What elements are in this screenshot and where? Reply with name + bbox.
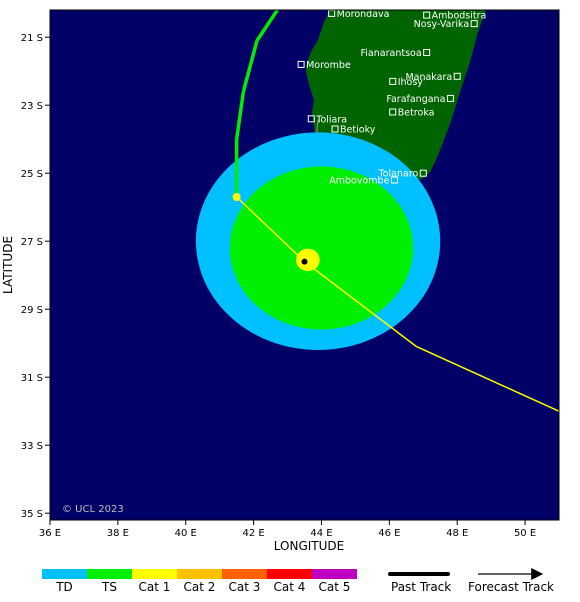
town-marker — [446, 94, 454, 102]
legend-label: Cat 1 — [139, 580, 171, 594]
town-label: Ambovombe — [329, 176, 389, 187]
legend-label: Cat 3 — [229, 580, 261, 594]
legend-label: Cat 4 — [274, 580, 306, 594]
legend-label: Cat 5 — [319, 580, 351, 594]
wind-field-cat-1 — [296, 248, 320, 272]
y-tick-label: 31 S — [21, 373, 43, 384]
wind-field-group — [195, 132, 441, 350]
y-tick-label: 35 S — [21, 509, 43, 520]
legend-swatch-cat-3 — [222, 569, 267, 579]
town-marker — [307, 115, 315, 123]
track-legend: Past Track Forecast Track — [388, 568, 554, 594]
y-axis-title: LATITUDE — [1, 236, 15, 294]
town-label: Tolanaro — [377, 169, 418, 180]
town-label: Betroka — [398, 108, 435, 119]
longitude-ticks: 36 E 38 E 40 E 42 E 44 E 46 E 48 E 50 E — [39, 520, 536, 539]
x-tick-label: 46 E — [378, 528, 400, 539]
forecast-track-legend-label: Forecast Track — [468, 580, 554, 594]
forecast-track-segment — [236, 196, 306, 263]
track-group — [232, 10, 559, 412]
y-tick-label: 23 S — [21, 101, 43, 112]
legend-label: TS — [101, 580, 117, 594]
legend-swatch-cat-1 — [132, 569, 177, 579]
track-point — [232, 193, 241, 201]
x-tick-label: 50 E — [514, 528, 536, 539]
y-tick-label: 33 S — [21, 441, 43, 452]
y-tick-label: 21 S — [21, 33, 43, 44]
legend-label: TD — [55, 580, 73, 594]
town-marker — [331, 125, 339, 133]
x-axis-title: LONGITUDE — [274, 539, 344, 553]
past-track-segment — [241, 40, 259, 93]
forecast-track-segment — [304, 261, 417, 348]
town-label: Morondava — [337, 9, 390, 20]
storm-position-group — [301, 258, 308, 265]
legend-swatch-cat-2 — [177, 569, 222, 579]
x-tick-label: 40 E — [175, 528, 197, 539]
x-tick-label: 48 E — [446, 528, 468, 539]
x-tick-label: 42 E — [242, 528, 264, 539]
town-label: Farafangana — [386, 94, 445, 105]
past-track-segment — [255, 10, 279, 42]
legend-swatch-cat-5 — [312, 569, 357, 579]
town-label: Betioky — [340, 125, 376, 136]
storm-center-marker — [301, 258, 308, 265]
legend-swatch-td — [42, 569, 87, 579]
town-label: Toliara — [315, 114, 347, 125]
x-tick-label: 44 E — [310, 528, 332, 539]
town-label: Nosy-Varika — [414, 19, 469, 30]
plot-frame — [49, 9, 560, 521]
town-marker — [470, 20, 478, 28]
x-tick-label: 38 E — [107, 528, 129, 539]
y-tick-label: 25 S — [21, 169, 43, 180]
town-marker — [419, 169, 427, 177]
town-marker — [389, 77, 397, 85]
legend-swatch-cat-4 — [267, 569, 312, 579]
latitude-ticks: 21 S 23 S 25 S 27 S 29 S 31 S 33 S 35 S — [21, 33, 50, 520]
copyright-text: © UCL 2023 — [62, 504, 124, 515]
town-label: Fianarantsoa — [361, 48, 422, 59]
town-marker — [453, 72, 461, 80]
town-marker — [423, 11, 431, 19]
y-tick-label: 29 S — [21, 305, 43, 316]
town-label: Ihosy — [398, 77, 424, 88]
category-legend: TD TS Cat 1 Cat 2 Cat 3 Cat 4 Cat 5 — [42, 569, 357, 594]
past-track-segment — [234, 91, 246, 140]
legend-swatch-ts — [87, 569, 132, 579]
town-marker — [390, 176, 398, 184]
town-marker — [297, 60, 305, 68]
forecast-track-segment — [416, 345, 559, 412]
town-label: Ambodsitra — [432, 11, 487, 22]
town-label: Morombe — [306, 60, 351, 71]
legend-label: Cat 2 — [184, 580, 216, 594]
y-tick-label: 27 S — [21, 237, 43, 248]
wind-field-ts — [229, 166, 414, 330]
past-track-legend-label: Past Track — [391, 580, 451, 594]
town-marker — [423, 49, 431, 56]
x-tick-label: 36 E — [39, 528, 61, 539]
town-label: Manakara — [405, 72, 452, 83]
town-marker — [389, 108, 397, 116]
